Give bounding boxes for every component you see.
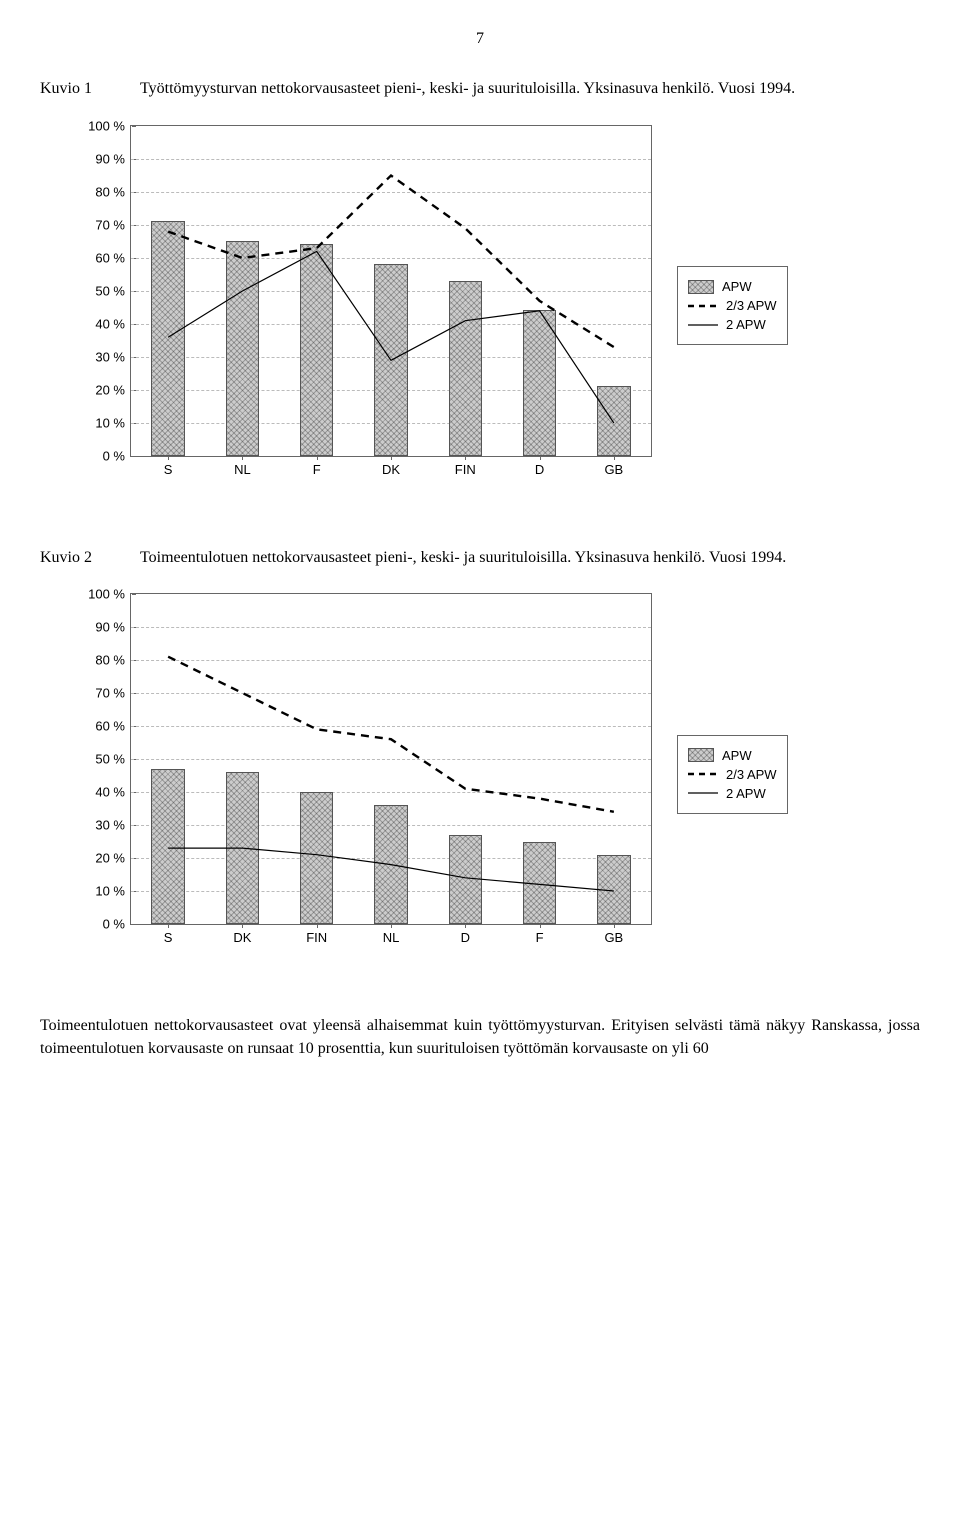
y-tick-label: 80 % bbox=[95, 653, 125, 668]
x-tick-label: DK bbox=[233, 930, 251, 945]
chart2-block: 0 %10 %20 %30 %40 %50 %60 %70 %80 %90 %1… bbox=[70, 593, 920, 955]
legend-row-2-apw: 2 APW bbox=[688, 786, 777, 801]
y-tick-label: 0 % bbox=[103, 448, 125, 463]
legend-row-2-3-apw: 2/3 APW bbox=[688, 767, 777, 782]
x-tick-label: F bbox=[313, 462, 321, 477]
chart1: 0 %10 %20 %30 %40 %50 %60 %70 %80 %90 %1… bbox=[130, 125, 652, 457]
legend-row-2-3-apw: 2/3 APW bbox=[688, 298, 777, 313]
y-tick-label: 60 % bbox=[95, 250, 125, 265]
legend-row-2-apw: 2 APW bbox=[688, 317, 777, 332]
legend-label: 2 APW bbox=[726, 317, 766, 332]
y-tick-label: 70 % bbox=[95, 686, 125, 701]
y-tick-label: 30 % bbox=[95, 349, 125, 364]
line-2-apw bbox=[168, 251, 614, 423]
chart1-block: 0 %10 %20 %30 %40 %50 %60 %70 %80 %90 %1… bbox=[70, 125, 920, 487]
y-tick-label: 40 % bbox=[95, 316, 125, 331]
y-tick-label: 70 % bbox=[95, 217, 125, 232]
x-tick-label: D bbox=[461, 930, 470, 945]
chart2-legend: APW 2/3 APW 2 APW bbox=[677, 735, 788, 814]
y-tick-label: 20 % bbox=[95, 382, 125, 397]
x-tick-label: D bbox=[535, 462, 544, 477]
y-tick-label: 0 % bbox=[103, 917, 125, 932]
y-tick-label: 80 % bbox=[95, 184, 125, 199]
x-tick-label: F bbox=[536, 930, 544, 945]
y-tick-label: 10 % bbox=[95, 415, 125, 430]
legend-row-apw: APW bbox=[688, 279, 777, 294]
y-tick-label: 50 % bbox=[95, 283, 125, 298]
legend-label: APW bbox=[722, 748, 752, 763]
chart2: 0 %10 %20 %30 %40 %50 %60 %70 %80 %90 %1… bbox=[130, 593, 652, 925]
y-tick-label: 50 % bbox=[95, 752, 125, 767]
legend-label: APW bbox=[722, 279, 752, 294]
y-tick-label: 60 % bbox=[95, 719, 125, 734]
x-tick-label: NL bbox=[234, 462, 251, 477]
legend-label: 2 APW bbox=[726, 786, 766, 801]
y-tick-label: 90 % bbox=[95, 620, 125, 635]
x-tick-label: S bbox=[164, 462, 173, 477]
kuvio2-caption: Kuvio 2 Toimeentulotuen nettokorvausaste… bbox=[40, 547, 920, 569]
legend-pattern-icon bbox=[688, 748, 714, 762]
y-tick-label: 90 % bbox=[95, 151, 125, 166]
y-tick-label: 20 % bbox=[95, 851, 125, 866]
y-tick-label: 10 % bbox=[95, 884, 125, 899]
legend-dashed-icon bbox=[688, 767, 718, 781]
legend-dashed-icon bbox=[688, 299, 718, 313]
line-2-apw bbox=[168, 848, 614, 891]
kuvio1-caption: Kuvio 1 Työttömyysturvan nettokorvausast… bbox=[40, 78, 920, 100]
legend-pattern-icon bbox=[688, 280, 714, 294]
x-tick-label: S bbox=[164, 930, 173, 945]
x-tick-label: DK bbox=[382, 462, 400, 477]
y-tick-label: 100 % bbox=[88, 118, 125, 133]
legend-solid-icon bbox=[688, 786, 718, 800]
legend-solid-icon bbox=[688, 318, 718, 332]
kuvio2-text: Toimeentulotuen nettokorvausasteet pieni… bbox=[140, 547, 920, 569]
x-tick-label: FIN bbox=[455, 462, 476, 477]
x-tick-label: NL bbox=[383, 930, 400, 945]
legend-label: 2/3 APW bbox=[726, 298, 777, 313]
x-tick-label: GB bbox=[604, 930, 623, 945]
y-tick-label: 100 % bbox=[88, 587, 125, 602]
kuvio1-label: Kuvio 1 bbox=[40, 78, 140, 100]
line-2-3-apw bbox=[168, 657, 614, 812]
chart1-legend: APW 2/3 APW 2 APW bbox=[677, 266, 788, 345]
y-tick-label: 30 % bbox=[95, 818, 125, 833]
legend-label: 2/3 APW bbox=[726, 767, 777, 782]
body-text: Toimeentulotuen nettokorvausasteet ovat … bbox=[40, 1015, 920, 1060]
x-tick-label: GB bbox=[604, 462, 623, 477]
legend-row-apw: APW bbox=[688, 748, 777, 763]
y-tick-label: 40 % bbox=[95, 785, 125, 800]
page-number: 7 bbox=[40, 30, 920, 48]
kuvio1-text: Työttömyysturvan nettokorvausasteet pien… bbox=[140, 78, 920, 100]
x-tick-label: FIN bbox=[306, 930, 327, 945]
kuvio2-label: Kuvio 2 bbox=[40, 547, 140, 569]
